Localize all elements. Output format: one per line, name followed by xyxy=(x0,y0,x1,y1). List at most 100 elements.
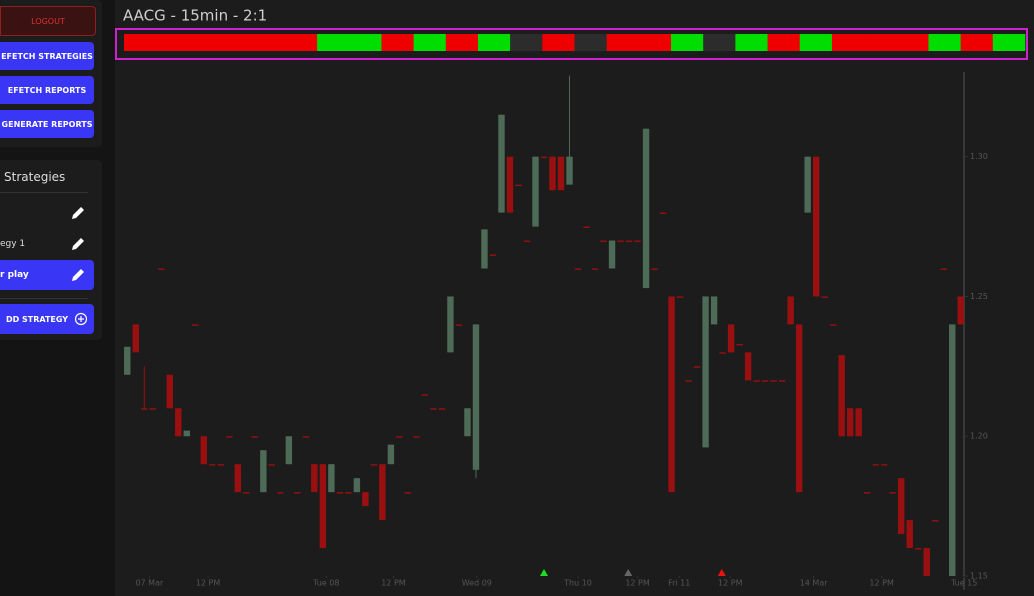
status-segment xyxy=(799,34,833,51)
candle-body xyxy=(668,296,675,493)
refetch-reports-button[interactable]: EFETCH REPORTS xyxy=(0,76,94,104)
candle-body xyxy=(277,492,284,494)
status-segment xyxy=(156,34,189,51)
candle-body xyxy=(430,408,437,410)
candle-body xyxy=(251,436,259,438)
candle-body xyxy=(778,380,786,382)
candle-body xyxy=(583,226,590,228)
candle-body xyxy=(872,464,879,466)
candle-body xyxy=(727,324,735,353)
generate-reports-button[interactable]: GENERATE REPORTS xyxy=(0,110,94,138)
status-segment xyxy=(510,34,543,51)
x-tick-label: 12 PM xyxy=(869,579,894,588)
refetch-strategies-button[interactable]: EFETCH STRATEGIES xyxy=(0,42,94,70)
candle-body xyxy=(863,492,871,494)
chart-background xyxy=(115,0,1034,596)
strategy-item[interactable]: egy 1 xyxy=(0,229,94,259)
candle-body xyxy=(710,296,718,325)
candle-body xyxy=(506,156,514,213)
x-tick-label: 12 PM xyxy=(625,579,650,588)
candle-body xyxy=(557,156,565,191)
chart: AACG - 15min - 2:1 1.15 1.20 1.25 1.30 07 Ma… xyxy=(115,0,1034,596)
divider xyxy=(0,192,88,193)
candle-body xyxy=(566,156,573,185)
signal-marker xyxy=(540,569,548,576)
candle-body xyxy=(634,240,641,242)
candle-body xyxy=(260,450,267,493)
candle-body xyxy=(702,296,709,448)
candle-body xyxy=(421,394,429,396)
candle-body xyxy=(540,156,548,159)
status-segment xyxy=(735,34,768,51)
status-segment xyxy=(992,34,1026,51)
candle-body xyxy=(438,408,446,410)
candle-body xyxy=(217,464,225,466)
candle-body xyxy=(829,324,837,326)
status-segment xyxy=(960,34,994,51)
x-tick-label: Thu 10 xyxy=(563,579,592,588)
candle-body xyxy=(455,324,463,326)
candle-body xyxy=(719,352,726,354)
strip-border xyxy=(115,28,1028,60)
status-segment xyxy=(220,34,254,51)
candle-body xyxy=(693,366,701,368)
candle-body xyxy=(175,408,182,437)
strategy-item-active[interactable]: r play xyxy=(0,260,94,290)
candle-body xyxy=(940,268,947,270)
signal-marker xyxy=(717,569,726,576)
candle-body xyxy=(736,343,743,346)
status-segment xyxy=(188,34,221,51)
candle-body xyxy=(515,184,522,187)
add-strategy-label: DD STRATEGY xyxy=(5,314,69,324)
candle-body xyxy=(345,492,352,494)
candle-body xyxy=(812,156,820,297)
candle-body xyxy=(889,492,896,494)
status-segment xyxy=(349,34,382,51)
status-segment xyxy=(831,34,865,51)
x-tick-label: 12 PM xyxy=(718,579,743,588)
y-tick-label: 1.15 xyxy=(970,572,988,581)
add-strategy-button[interactable]: DD STRATEGY xyxy=(0,304,94,334)
candle-body xyxy=(651,268,658,270)
candle-body xyxy=(898,478,905,535)
candle-body xyxy=(268,464,276,466)
candle-body xyxy=(881,464,888,466)
edit-icon[interactable] xyxy=(70,205,86,221)
x-tick-label: 14 Mar xyxy=(800,579,829,588)
status-segment xyxy=(317,34,350,51)
candle-body xyxy=(549,156,556,191)
candle-body xyxy=(591,268,599,270)
status-segment xyxy=(606,34,640,51)
candle-body xyxy=(387,444,395,465)
divider xyxy=(0,298,88,299)
y-tick-label: 1.20 xyxy=(970,432,988,441)
candle-body xyxy=(132,324,139,353)
x-tick-label: Fri 11 xyxy=(668,579,690,588)
candle-body xyxy=(795,324,803,493)
x-tick-label: Wed 09 xyxy=(462,579,492,588)
candle-body xyxy=(158,268,165,270)
candle-body xyxy=(761,380,769,382)
status-segment xyxy=(638,34,672,51)
candle-body xyxy=(685,380,692,382)
strategy-name: egy 1 xyxy=(0,239,26,249)
edit-icon[interactable] xyxy=(70,236,86,252)
candle-body xyxy=(209,464,216,466)
candle-body xyxy=(617,240,624,242)
candle-body xyxy=(523,240,531,242)
candle-body xyxy=(608,240,616,269)
strategy-item[interactable] xyxy=(0,198,94,228)
y-tick-label: 1.25 xyxy=(970,292,988,301)
strategies-panel: Strategies egy 1 r play DD STRATEGY xyxy=(0,160,102,340)
candle-body xyxy=(838,355,845,437)
logout-button[interactable]: LOGOUT xyxy=(0,6,96,36)
candle-body xyxy=(676,296,684,298)
candle-body xyxy=(234,464,242,493)
candle-body xyxy=(285,436,293,465)
status-segment xyxy=(445,34,479,51)
actions-panel: LOGOUT EFETCH STRATEGIES EFETCH REPORTS … xyxy=(0,0,102,147)
edit-icon[interactable] xyxy=(70,267,86,283)
candle-body xyxy=(353,478,361,493)
candle-body xyxy=(124,346,131,375)
